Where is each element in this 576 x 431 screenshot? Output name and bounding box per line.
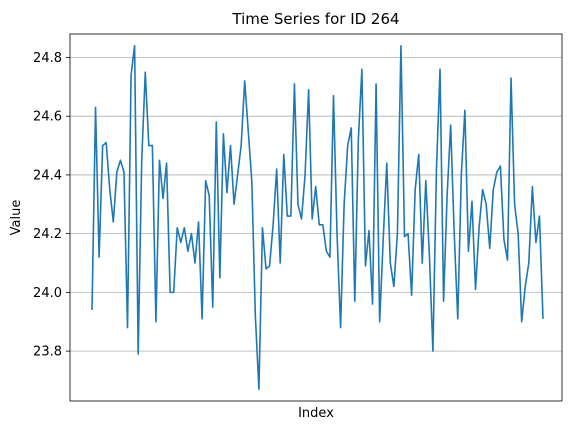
gridlines <box>70 57 562 352</box>
plot-frame <box>69 33 563 402</box>
y-tick-label: 24.8 <box>33 51 62 66</box>
y-tick-label: 24.0 <box>33 286 62 301</box>
series-line-0 <box>91 44 544 391</box>
chart-title: Time Series for ID 264 <box>231 10 399 28</box>
y-axis-label: Value <box>9 200 24 236</box>
y-axis-ticks: 23.8 24.0 24.2 24.4 24.6 24.8 <box>33 51 70 360</box>
x-axis-label: Index <box>298 406 334 421</box>
y-tick-label: 23.8 <box>33 345 62 360</box>
y-tick-label: 24.2 <box>33 227 62 242</box>
series-layer <box>91 44 544 391</box>
y-tick-label: 24.4 <box>33 168 62 183</box>
y-tick-label: 24.6 <box>33 110 62 125</box>
